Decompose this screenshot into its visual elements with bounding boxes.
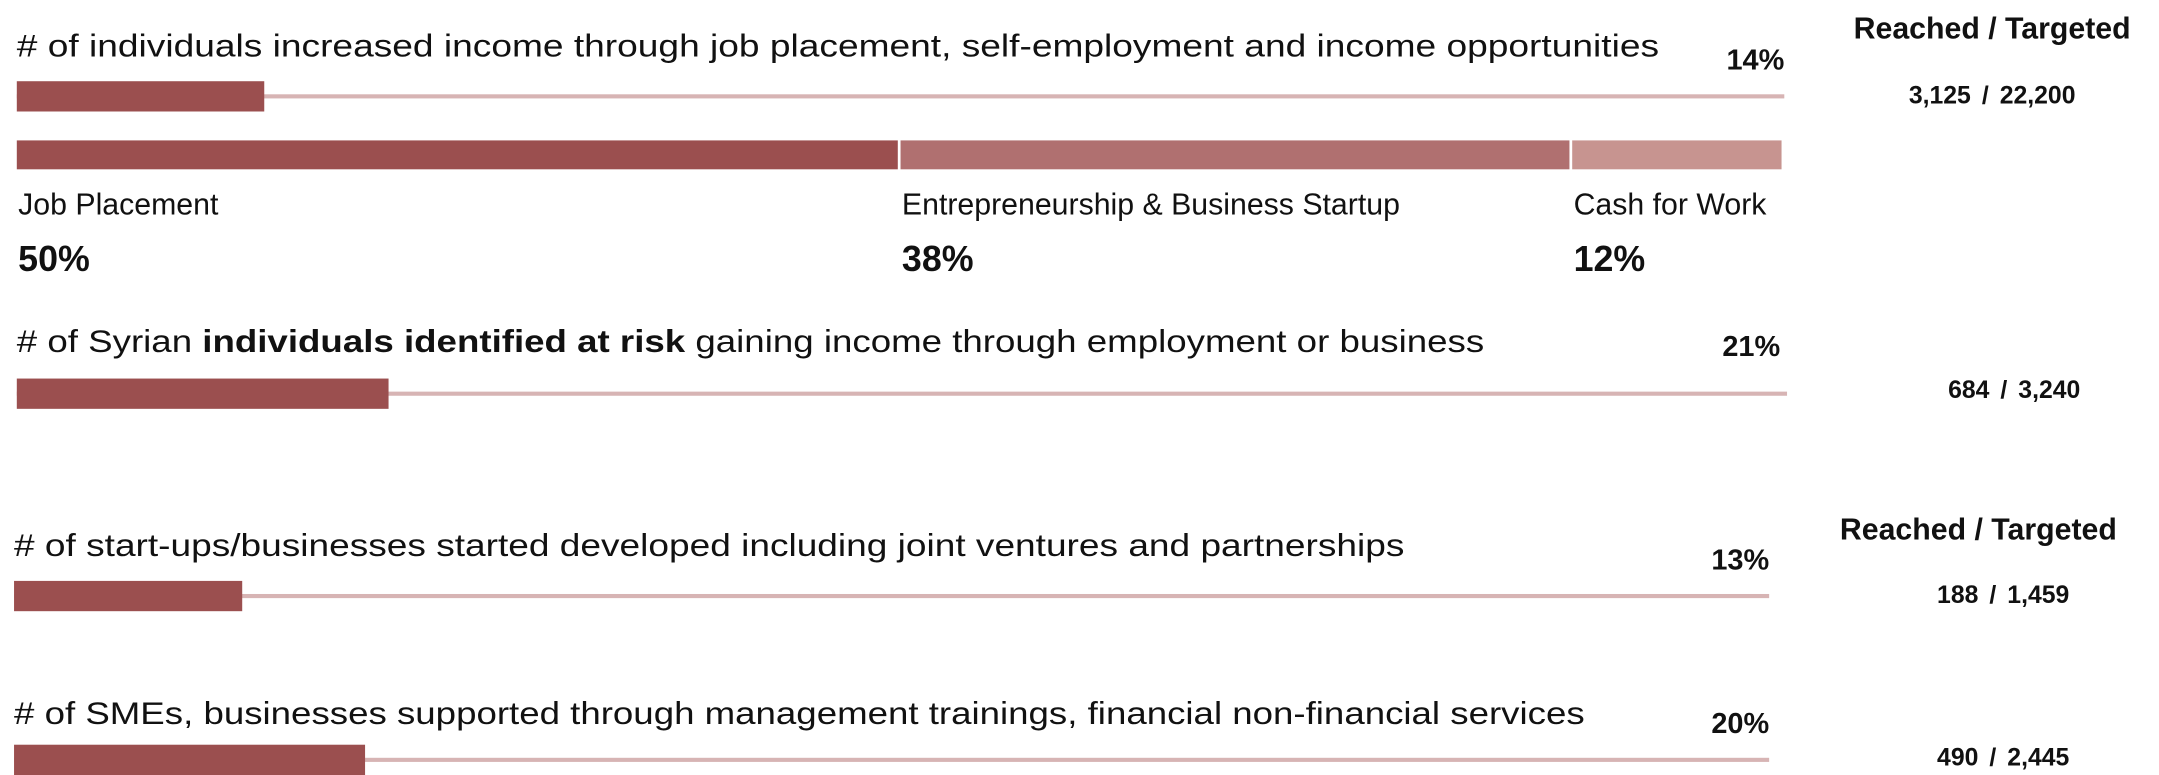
breakdown-label: Cash for Work (1574, 188, 1768, 221)
reached-targeted: 188 / 1,459 (1937, 582, 2069, 609)
reached: 188 (1937, 582, 1979, 609)
indicator-title: # of SMEs, businesses supported through … (14, 695, 1585, 731)
progress-fill (16, 378, 389, 409)
progress-fill (16, 81, 265, 112)
reached-targeted: 684 / 3,240 (1948, 376, 2080, 403)
percent-label: 20% (1711, 708, 1769, 740)
breakdown-value: 50% (18, 239, 90, 279)
title-part: gaining income through employment or bus… (685, 323, 1484, 359)
progress-track (14, 593, 1770, 599)
breakdown-segment (16, 140, 898, 170)
targeted: 22,200 (2000, 82, 2076, 109)
column-header: Reached / Targeted (1840, 513, 2117, 546)
breakdown-label: Job Placement (18, 188, 219, 221)
separator: / (1982, 82, 1989, 109)
breakdown-value: 12% (1574, 239, 1646, 279)
targeted: 3,240 (2018, 376, 2080, 403)
reached-targeted: 3,125 / 22,200 (1909, 82, 2076, 109)
percent-label: 14% (1726, 45, 1784, 77)
title-part: individuals identified at risk (202, 323, 685, 359)
indicator-title: # of start-ups/businesses started develo… (14, 527, 1404, 563)
separator: / (1989, 744, 1996, 771)
indicator-title: # of Syrian individuals identified at ri… (17, 323, 1484, 359)
breakdown-segment (900, 140, 1570, 170)
column-header: Reached / Targeted (1854, 12, 2131, 45)
separator: / (1989, 582, 1996, 609)
reached: 3,125 (1909, 82, 1971, 109)
indicator-title: # of individuals increased income throug… (17, 28, 1659, 64)
breakdown-segment (1572, 140, 1782, 170)
percent-label: 13% (1711, 544, 1769, 576)
targeted: 1,459 (2007, 582, 2069, 609)
progress-fill (14, 744, 366, 775)
targeted: 2,445 (2007, 744, 2069, 771)
breakdown-value: 38% (902, 239, 974, 279)
breakdown-label: Entrepreneurship & Business Startup (902, 188, 1400, 221)
percent-label: 21% (1722, 331, 1780, 363)
reached: 684 (1948, 376, 1990, 403)
reached: 490 (1937, 744, 1978, 771)
title-part: # of Syrian (17, 323, 202, 359)
reached-targeted: 490 / 2,445 (1937, 744, 2069, 771)
progress-fill (14, 580, 243, 612)
separator: / (2000, 376, 2007, 403)
progress-track (14, 757, 1770, 762)
progress-track (16, 391, 1788, 396)
progress-track (16, 94, 1785, 99)
